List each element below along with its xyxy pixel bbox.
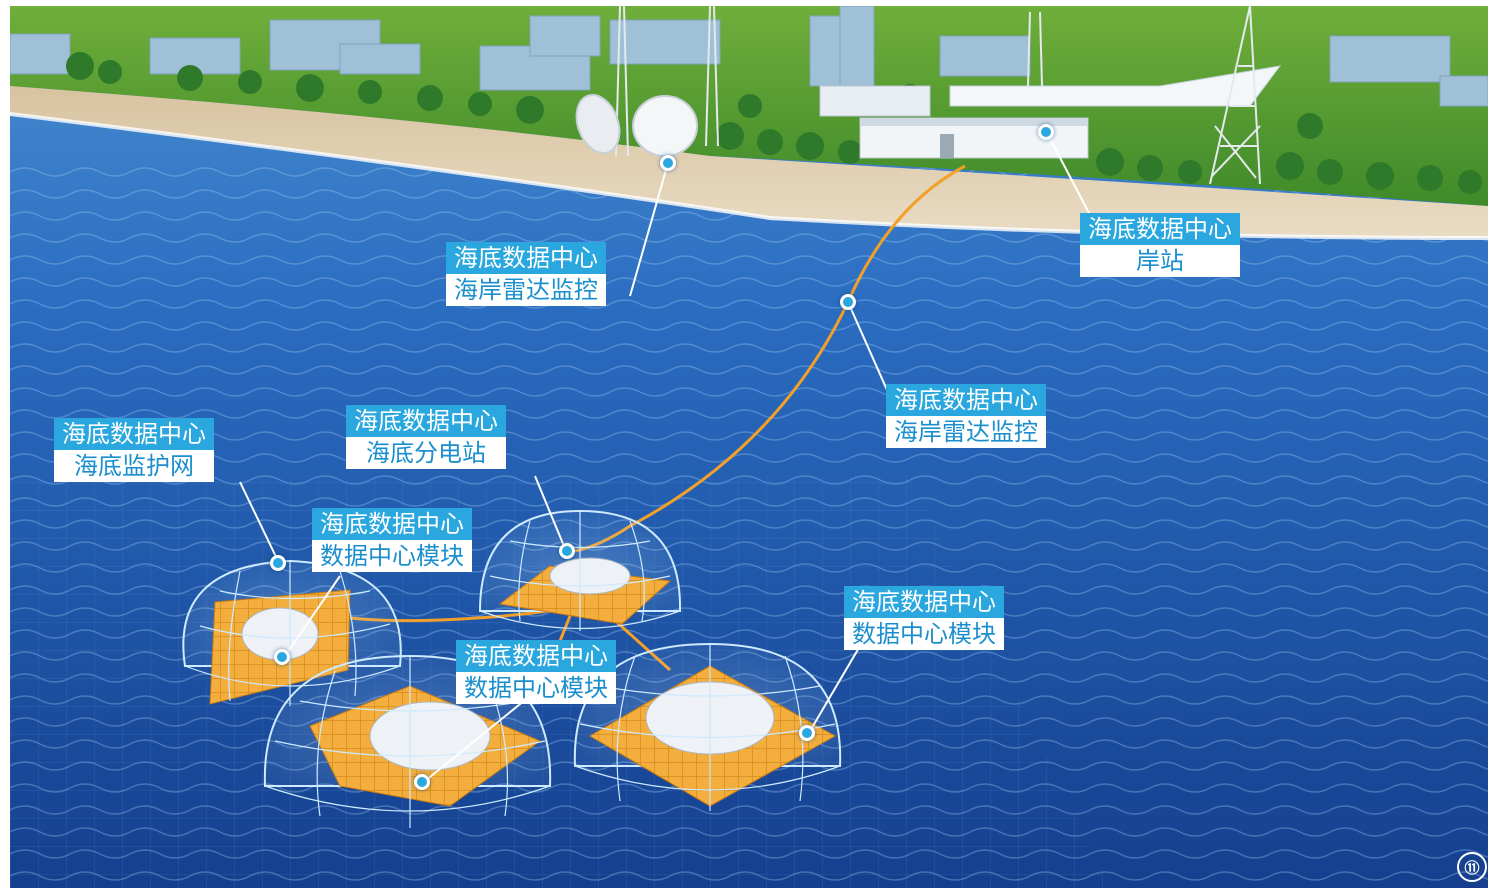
label-protection-net: 海底数据中心 海底监护网 (54, 418, 214, 482)
label-radar-sea: 海底数据中心 海岸雷达监控 (886, 384, 1046, 448)
palm-trees (66, 52, 1482, 194)
label-substation-title: 海底数据中心 (346, 405, 506, 437)
substation-marker (559, 543, 575, 559)
shore-station-building (819, 65, 1282, 159)
module-right-marker (799, 725, 815, 741)
label-substation: 海底数据中心 海底分电站 (346, 405, 506, 469)
label-module-left-title: 海底数据中心 (312, 508, 472, 540)
label-protection-net-subtitle: 海底监护网 (54, 450, 214, 482)
label-module-right-subtitle: 数据中心模块 (844, 618, 1004, 650)
label-module-right-title: 海底数据中心 (844, 586, 1004, 618)
label-radar-sea-title: 海底数据中心 (886, 384, 1046, 416)
label-module-center-title: 海底数据中心 (456, 640, 616, 672)
label-radar-shore: 海底数据中心 海岸雷达监控 (446, 242, 606, 306)
module-left-marker (274, 649, 290, 665)
scene-illustration (10, 6, 1488, 888)
label-shore-station: 海底数据中心 岸站 (1080, 213, 1240, 277)
label-module-right: 海底数据中心 数据中心模块 (844, 586, 1004, 650)
figure-number: ⑪ (1457, 852, 1487, 882)
radar-shore-marker (660, 155, 676, 171)
label-protection-net-title: 海底数据中心 (54, 418, 214, 450)
shore-station-marker (1038, 124, 1054, 140)
label-module-left-subtitle: 数据中心模块 (312, 540, 472, 572)
label-radar-shore-title: 海底数据中心 (446, 242, 606, 274)
seabed-datacenter-scene: 海底数据中心 海岸雷达监控 海底数据中心 岸站 海底数据中心 海岸雷达监控 海底… (10, 6, 1488, 888)
module-center-marker (414, 774, 430, 790)
radar-dish (575, 93, 698, 166)
submarine-cable (349, 164, 966, 672)
label-module-left: 海底数据中心 数据中心模块 (312, 508, 472, 572)
label-module-center: 海底数据中心 数据中心模块 (456, 640, 616, 704)
label-shore-station-title: 海底数据中心 (1080, 213, 1240, 245)
protection-net-marker (270, 555, 286, 571)
label-radar-sea-subtitle: 海岸雷达监控 (886, 416, 1046, 448)
label-radar-shore-subtitle: 海岸雷达监控 (446, 274, 606, 306)
shoreline-foam (10, 112, 1488, 240)
cable-radar-marker (840, 294, 856, 310)
module-right-structure (573, 642, 842, 811)
radio-towers (615, 6, 1261, 185)
label-shore-station-subtitle: 岸站 (1080, 245, 1240, 277)
substation-structure (478, 509, 682, 631)
beach (10, 86, 1488, 238)
label-module-center-subtitle: 数据中心模块 (456, 672, 616, 704)
label-substation-subtitle: 海底分电站 (346, 437, 506, 469)
city-buildings (10, 6, 1488, 107)
